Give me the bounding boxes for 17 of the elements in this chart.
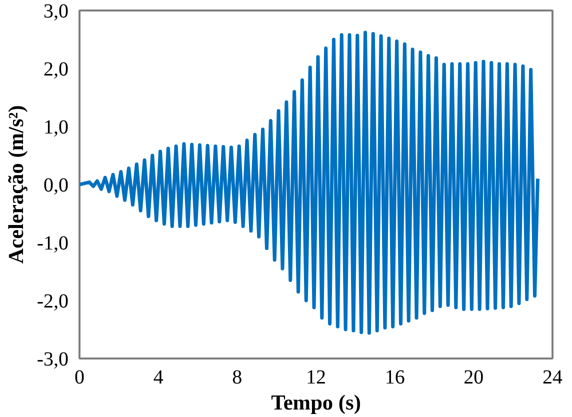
x-tick-label: 8 (232, 366, 242, 388)
x-axis-title: Tempo (s) (271, 390, 361, 414)
x-tick-label: 0 (74, 366, 84, 388)
y-tick-label: 3,0 (44, 0, 68, 22)
y-tick-label: -3,0 (36, 348, 69, 370)
y-tick-label: -1,0 (36, 232, 69, 254)
x-tick-label: 16 (384, 366, 405, 388)
y-axis-title: Aceleração (m/s²) (4, 105, 28, 264)
y-tick-label: -2,0 (36, 290, 69, 312)
line-series (80, 30, 540, 335)
x-tick-label: 12 (306, 366, 326, 388)
x-tick-label: 24 (542, 366, 562, 388)
y-tick-label: 0,0 (44, 174, 68, 196)
y-tick-label: 2,0 (44, 58, 68, 80)
y-tick-label: 1,0 (44, 116, 68, 138)
x-tick-label: 20 (464, 366, 484, 388)
x-tick-label: 4 (153, 366, 164, 388)
